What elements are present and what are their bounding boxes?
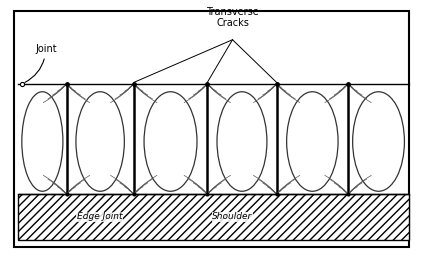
Ellipse shape	[287, 92, 338, 191]
Ellipse shape	[217, 92, 267, 191]
Bar	[18, 194, 409, 240]
Ellipse shape	[22, 92, 63, 191]
Text: Shoulder: Shoulder	[212, 212, 253, 221]
Text: Edge Joint: Edge Joint	[77, 212, 123, 221]
Text: Joint: Joint	[25, 44, 57, 82]
Ellipse shape	[144, 92, 197, 191]
Text: Transverse
Cracks: Transverse Cracks	[206, 7, 259, 28]
Ellipse shape	[76, 92, 124, 191]
Ellipse shape	[353, 92, 404, 191]
